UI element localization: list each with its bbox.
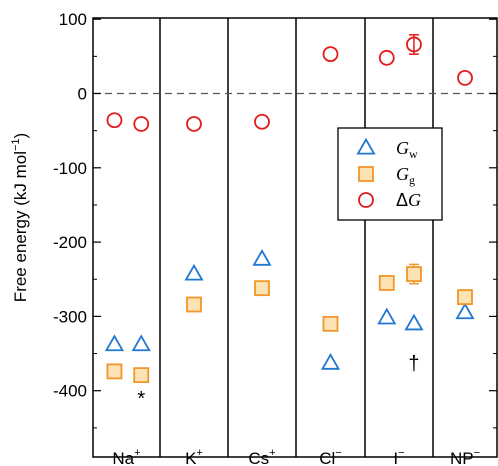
- plot-frame: [92, 17, 498, 458]
- legend-label: Gw: [396, 138, 418, 161]
- y-tick-label: -400: [53, 382, 87, 401]
- data-point-dG: [406, 36, 422, 53]
- data-point-dG: [133, 116, 150, 132]
- data-point-dG: [186, 116, 202, 132]
- x-category-label: NP−: [450, 447, 480, 466]
- legend-label: ΔG: [396, 190, 421, 210]
- legend-marker-Gw: [356, 137, 376, 155]
- data-point-Gg: [457, 289, 473, 305]
- annotation-mark: †: [408, 353, 419, 375]
- data-point-Gg: [133, 367, 150, 383]
- y-tick-label: -200: [53, 233, 87, 252]
- data-point-Gw: [104, 334, 124, 352]
- data-point-dG: [322, 46, 339, 63]
- legend-box: [337, 127, 443, 221]
- legend-marker-dG: [358, 192, 374, 208]
- data-point-Gw: [252, 248, 272, 266]
- y-tick-label: -300: [53, 307, 87, 326]
- data-point-dG: [378, 49, 395, 66]
- data-point-Gg: [106, 363, 123, 380]
- legend-label: Gg: [396, 164, 415, 187]
- data-point-Gw: [131, 334, 151, 352]
- x-category-label: Na+: [112, 447, 140, 466]
- y-tick-label: 0: [78, 85, 87, 104]
- data-point-Gg: [378, 275, 395, 291]
- data-point-dG: [254, 113, 270, 130]
- data-point-Gw: [455, 302, 475, 320]
- y-tick-label: -100: [53, 159, 87, 178]
- x-category-label: Cs+: [248, 447, 275, 466]
- data-point-Gw: [377, 307, 397, 325]
- data-point-Gg: [406, 266, 422, 282]
- x-category-label: Cl−: [319, 447, 342, 466]
- data-point-Gw: [404, 313, 424, 331]
- data-point-dG: [457, 69, 473, 86]
- data-point-Gg: [322, 315, 339, 332]
- y-tick-label: 100: [59, 10, 87, 29]
- x-category-label: I−: [393, 447, 404, 466]
- data-point-Gg: [186, 296, 202, 313]
- y-axis-title: Free energy (kJ mol−1): [10, 133, 30, 302]
- x-category-label: K+: [185, 447, 203, 466]
- data-point-dG: [106, 112, 123, 129]
- annotation-mark: *: [137, 388, 145, 410]
- legend-marker-Gg: [358, 166, 374, 182]
- data-point-Gw: [320, 352, 341, 370]
- data-point-Gw: [184, 263, 204, 281]
- data-point-Gg: [254, 280, 270, 297]
